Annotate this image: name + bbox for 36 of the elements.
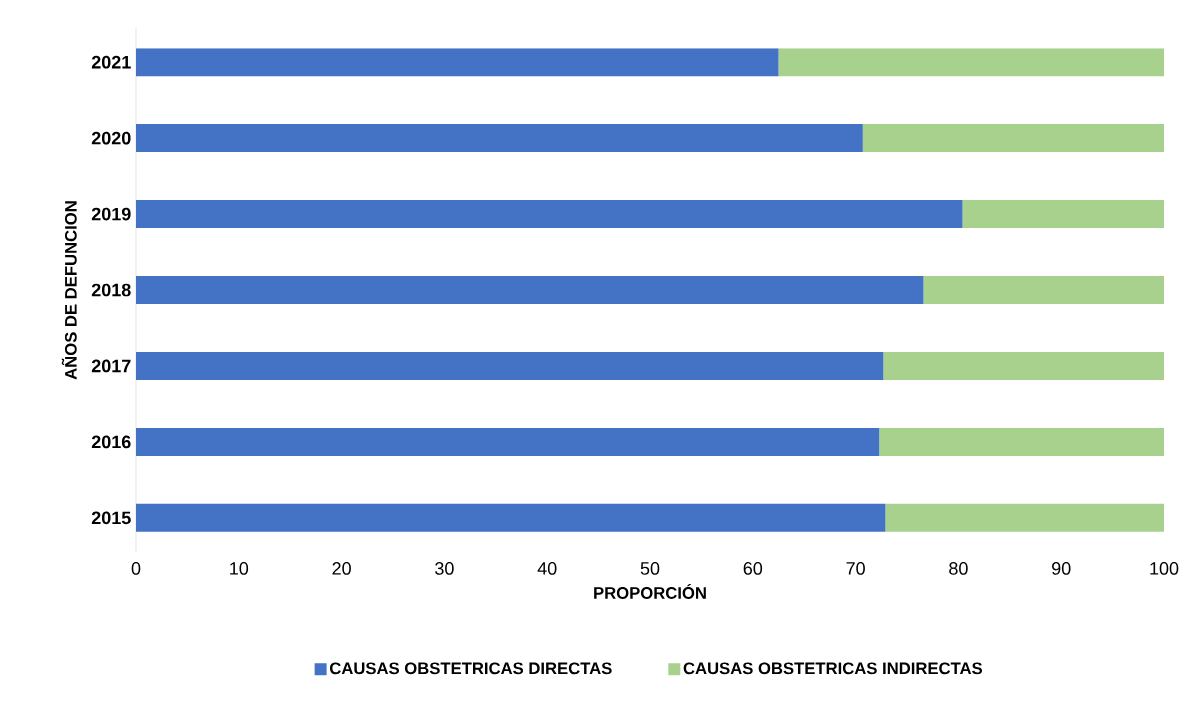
bar — [923, 276, 1165, 305]
y-axis-title: AÑOS DE DEFUNCION — [61, 201, 77, 380]
x-tick-label: 20 — [332, 562, 351, 575]
y-tick-label: 2017 — [91, 359, 131, 373]
x-tick-label: 90 — [1052, 562, 1071, 575]
bar — [885, 503, 1165, 532]
legend-label: CAUSAS OBSTETRICAS DIRECTAS — [329, 662, 612, 675]
x-tick-label: 50 — [640, 562, 660, 575]
bar — [778, 48, 1165, 77]
y-tick-label: 2021 — [91, 55, 131, 69]
bar — [862, 124, 1165, 153]
x-tick-label: 60 — [743, 562, 763, 575]
y-tick-label: 2019 — [91, 207, 131, 221]
bar — [136, 48, 779, 77]
bar — [883, 351, 1165, 380]
bar — [136, 351, 884, 380]
x-tick-label: 70 — [846, 562, 865, 575]
bar — [136, 200, 963, 229]
bar — [879, 427, 1165, 456]
y-tick-label: 2020 — [91, 131, 131, 145]
y-tick-label: 2016 — [91, 435, 131, 449]
y-tick-label: 2018 — [91, 283, 131, 297]
bar — [136, 124, 863, 153]
x-tick-label: 100 — [1150, 562, 1179, 575]
y-tick-label: 2015 — [91, 511, 131, 525]
bar — [136, 427, 880, 456]
bar — [136, 276, 924, 305]
x-axis-title: PROPORCIÓN — [594, 583, 706, 599]
legend-label: CAUSAS OBSTETRICAS INDIRECTAS — [683, 662, 983, 675]
x-tick-label: 40 — [537, 562, 557, 575]
x-tick-label: 10 — [230, 562, 249, 575]
x-tick-label: 0 — [131, 562, 141, 575]
x-tick-label: 80 — [949, 562, 968, 575]
bar — [962, 200, 1165, 229]
x-tick-label: 30 — [435, 562, 454, 575]
bar — [136, 503, 886, 532]
